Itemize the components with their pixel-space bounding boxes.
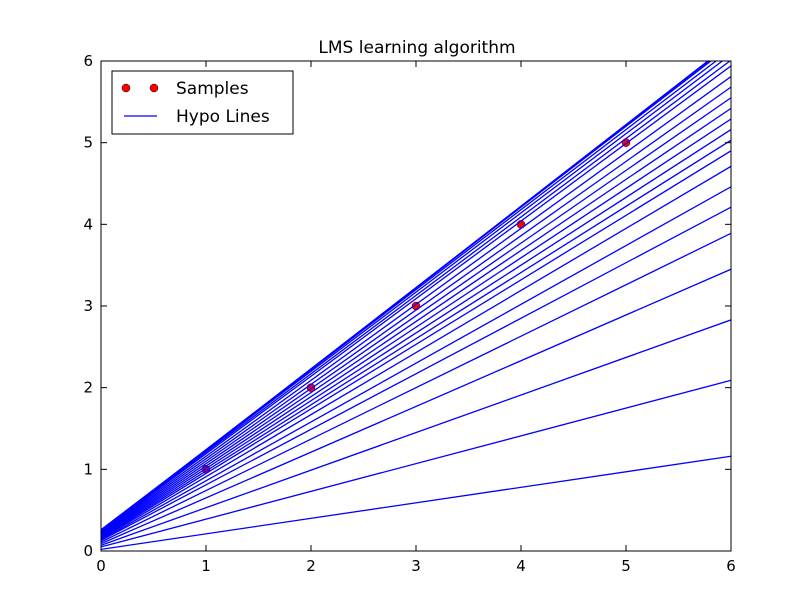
hypo-line-17 (101, 65, 731, 532)
hypo-line-16 (101, 75, 731, 533)
legend: Samples Hypo Lines (111, 70, 294, 135)
y-tick-label-3: 3 (83, 297, 93, 315)
hypo-line-14 (101, 97, 731, 535)
y-tick-label-6: 6 (83, 52, 93, 70)
x-tick-label-6: 6 (726, 557, 736, 575)
chart-title: LMS learning algorithm (318, 38, 515, 58)
y-tick-label-5: 5 (83, 134, 93, 152)
legend-box (111, 70, 294, 135)
x-tick-label-1: 1 (201, 557, 211, 575)
hypo-line-10 (101, 139, 731, 538)
y-tick-label-0: 0 (83, 542, 93, 560)
hypo-line-11 (101, 129, 731, 537)
hypo-line-12 (101, 118, 731, 537)
hypo-line-7 (101, 186, 731, 541)
x-tick-label-4: 4 (516, 557, 526, 575)
legend-marker-samples-1 (121, 83, 131, 93)
axis-ticks: 0 1 2 3 4 5 6 0 1 2 3 4 5 6 (83, 52, 735, 575)
x-tick-label-0: 0 (96, 557, 106, 575)
hypo-line-1 (101, 455, 731, 551)
hypo-line-8 (101, 165, 731, 540)
y-tick-label-1: 1 (83, 460, 93, 478)
x-tick-label-5: 5 (621, 557, 631, 575)
y-tick-label-4: 4 (83, 215, 93, 233)
hypo-line-2 (101, 379, 731, 548)
hypo-line-15 (101, 86, 731, 534)
axes-frame (100, 60, 732, 552)
hypo-line-24 (101, 61, 709, 534)
legend-marker-samples-2 (149, 83, 159, 93)
hypo-line-6 (101, 206, 731, 541)
x-tick-label-2: 2 (306, 557, 316, 575)
x-tick-label-3: 3 (411, 557, 421, 575)
hypo-line-9 (101, 150, 731, 539)
legend-label-hypo-lines: Hypo Lines (176, 107, 270, 127)
hypo-line-4 (101, 268, 731, 545)
y-tick-label-2: 2 (83, 379, 93, 397)
hypo-lines-group (101, 61, 731, 551)
legend-label-samples: Samples (176, 79, 249, 99)
plot-area (101, 61, 731, 551)
hypo-line-13 (101, 107, 731, 536)
hypo-line-3 (101, 319, 731, 546)
hypo-line-5 (101, 232, 731, 543)
